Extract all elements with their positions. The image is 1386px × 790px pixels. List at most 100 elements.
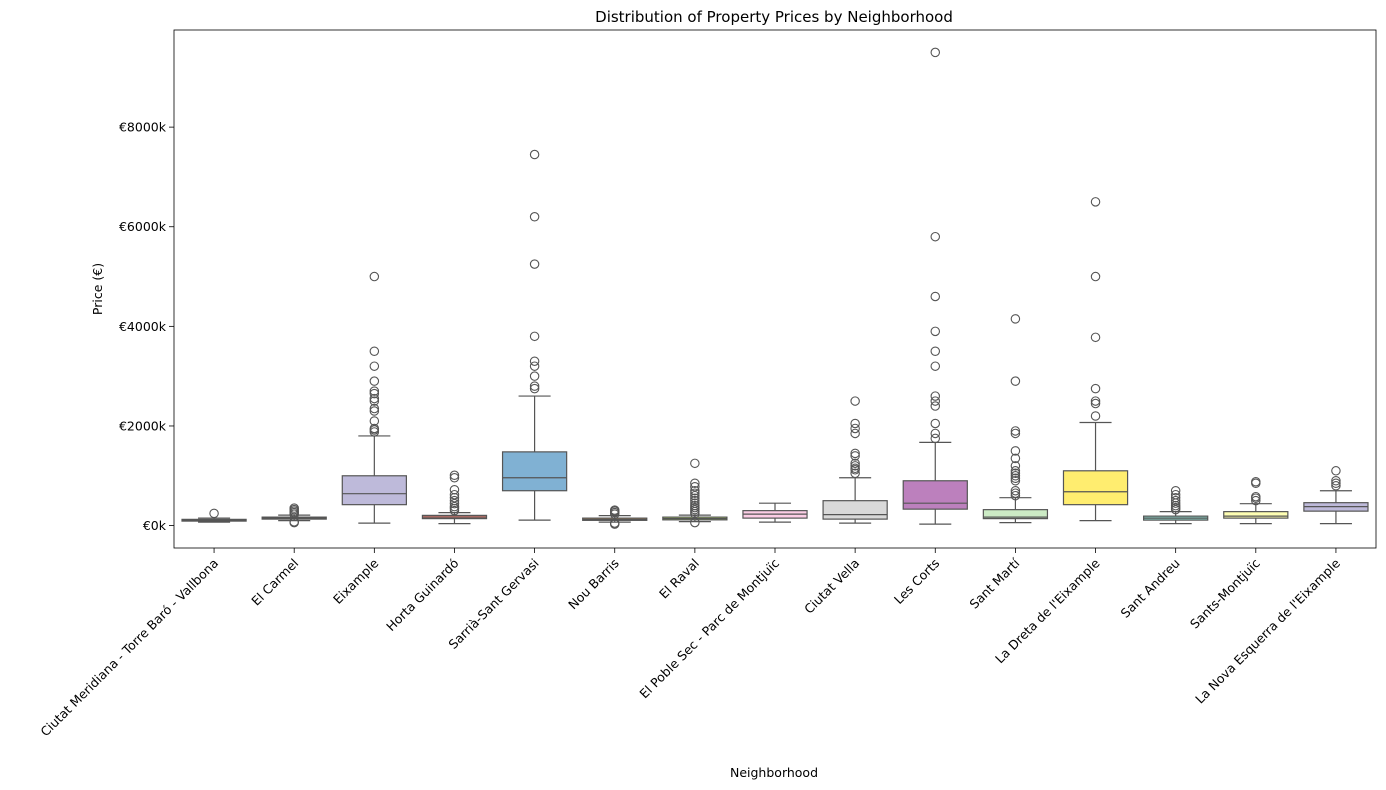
outlier-point [690, 498, 700, 508]
outlier-point [1010, 314, 1021, 324]
outlier-point [609, 518, 620, 528]
box-group [902, 47, 968, 525]
outlier-point [850, 448, 860, 459]
outlier-point [930, 396, 941, 406]
outlier-point [850, 428, 860, 439]
outlier-point [930, 433, 941, 444]
box-group [742, 502, 808, 523]
outlier-point [1010, 426, 1021, 436]
plot-frame [173, 29, 1377, 549]
outlier-point [1170, 489, 1181, 500]
box-group [501, 149, 568, 521]
x-tick-label: Nou Barris [565, 556, 622, 613]
outlier-point [850, 451, 860, 461]
outlier-point [289, 517, 299, 527]
iqr-box [902, 480, 968, 510]
outlier-point [529, 383, 540, 394]
iqr-box [1223, 511, 1289, 519]
outlier-point [449, 503, 460, 514]
x-tick-label: Ciutat Meridiana - Torre Baró - Vallbona [37, 556, 221, 740]
box-group [662, 458, 728, 528]
x-tick-label: Eixample [330, 555, 382, 607]
outlier-point [930, 231, 941, 242]
y-tick-label: €8000k [119, 120, 167, 135]
box-group [982, 314, 1049, 524]
box-group [1303, 466, 1369, 525]
outlier-point [1251, 477, 1261, 487]
outlier-point [930, 326, 941, 337]
x-tick-label: El Raval [656, 556, 702, 602]
outlier-point [289, 503, 299, 513]
outlier-point [449, 501, 460, 512]
outlier-point [690, 485, 700, 496]
outlier-point [449, 484, 460, 495]
outlier-point [449, 498, 460, 509]
outlier-point [609, 505, 620, 515]
outlier-point [850, 461, 860, 471]
outlier-point [930, 428, 941, 439]
outlier-point [369, 386, 380, 396]
outlier-point [690, 490, 700, 501]
box-group [1143, 485, 1209, 525]
y-tick-label: €6000k [119, 219, 167, 234]
outlier-point [369, 403, 380, 414]
outlier-point [449, 470, 460, 481]
outlier-point [449, 489, 460, 500]
iqr-box [822, 500, 888, 520]
outlier-point [369, 361, 380, 371]
outlier-point [930, 401, 941, 411]
outlier-point [369, 406, 380, 416]
outlier-point [1170, 492, 1181, 503]
box-group [582, 505, 648, 529]
outlier-point [1090, 332, 1101, 343]
outlier-point [1010, 471, 1021, 481]
outlier-point [529, 356, 540, 366]
outlier-point [369, 388, 380, 399]
outlier-point [369, 423, 380, 434]
outlier-point [369, 346, 380, 357]
outlier-point [1010, 466, 1021, 476]
outlier-point [529, 381, 540, 391]
x-tick-label: El Carmel [248, 556, 301, 609]
outlier-point [1010, 461, 1021, 471]
chart-title: Distribution of Property Prices by Neigh… [595, 8, 953, 26]
outlier-point [930, 391, 941, 401]
outlier-point [1090, 197, 1101, 207]
outlier-point [449, 495, 460, 506]
box-group [181, 508, 247, 523]
outlier-point [1010, 453, 1021, 464]
x-tick-label: Horta Guinardó [383, 556, 461, 634]
box-group [822, 396, 888, 524]
y-tick-label: €2000k [119, 418, 167, 433]
outlier-point [1251, 491, 1261, 502]
x-tick-label: Sant Martí [966, 555, 1022, 611]
outlier-point [529, 212, 540, 222]
outlier-point [1010, 468, 1021, 479]
outlier-point [850, 468, 860, 479]
outlier-point [690, 481, 700, 492]
outlier-point [1170, 485, 1181, 496]
outlier-point [369, 393, 380, 404]
iqr-box [1062, 470, 1129, 506]
y-tick-label: €0k [143, 518, 167, 533]
x-tick-label: La Nova Esquerra de l'Eixample [1192, 555, 1343, 706]
outlier-point [1090, 396, 1101, 406]
x-axis-ticks: Ciutat Meridiana - Torre Baró - Vallbona… [37, 548, 1343, 739]
outlier-point [850, 418, 860, 429]
outlier-point [1251, 495, 1261, 506]
outlier-point [930, 361, 941, 371]
outlier-point [850, 423, 860, 434]
outlier-point [1331, 480, 1341, 491]
y-tick-label: €4000k [119, 319, 167, 334]
outlier-point [1010, 476, 1021, 486]
outlier-point [850, 396, 860, 406]
iqr-box [982, 509, 1049, 520]
outlier-point [690, 495, 700, 506]
outlier-point [369, 416, 380, 426]
outlier-point [369, 396, 380, 406]
outlier-point [1170, 495, 1181, 506]
outlier-point [1331, 466, 1341, 476]
outlier-point [1090, 383, 1101, 394]
outlier-point [690, 493, 700, 503]
